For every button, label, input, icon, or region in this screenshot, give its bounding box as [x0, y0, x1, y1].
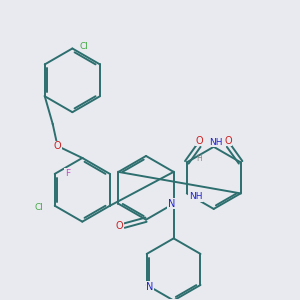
- Text: H: H: [196, 154, 202, 163]
- Text: N: N: [146, 282, 154, 292]
- Text: Cl: Cl: [35, 203, 44, 212]
- Text: O: O: [224, 136, 232, 146]
- Text: O: O: [116, 220, 123, 231]
- Text: O: O: [196, 136, 203, 146]
- Text: O: O: [54, 141, 61, 151]
- Text: N: N: [168, 199, 175, 209]
- Text: Cl: Cl: [79, 42, 88, 51]
- Text: NH: NH: [209, 137, 222, 146]
- Text: F: F: [65, 169, 70, 178]
- Text: NH: NH: [189, 192, 202, 201]
